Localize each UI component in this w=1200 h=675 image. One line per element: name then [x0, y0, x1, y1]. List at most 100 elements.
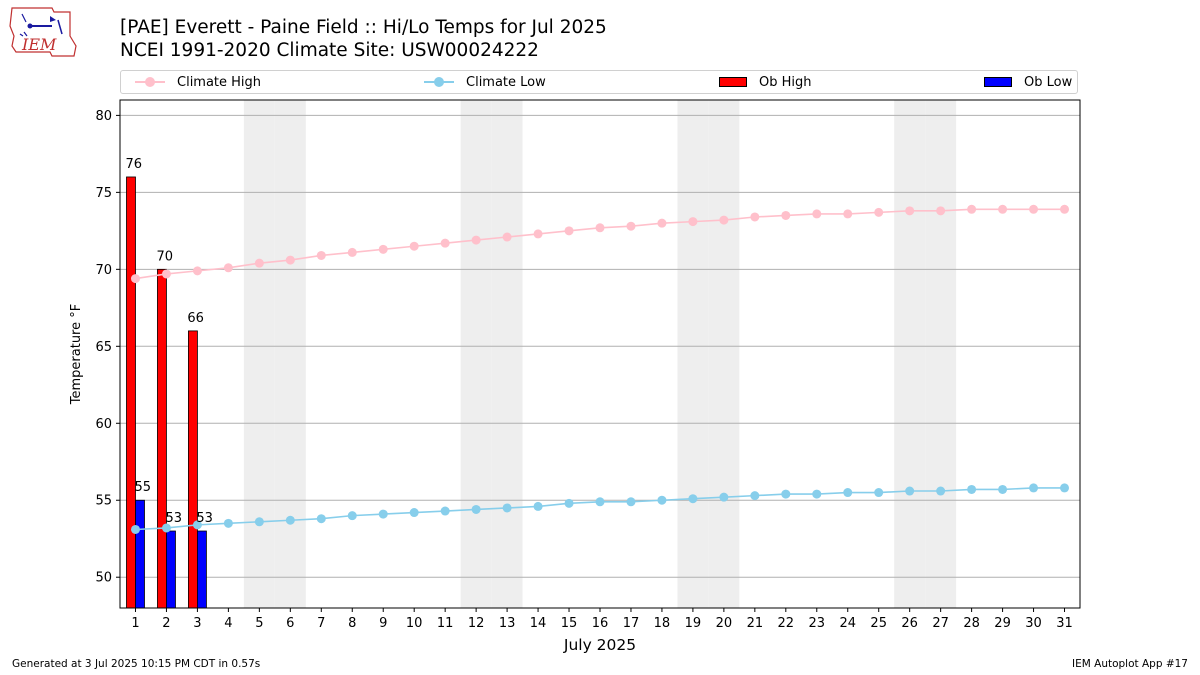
climate-high-point — [161, 269, 171, 279]
x-tick-label: 4 — [224, 616, 232, 631]
climate-high-point — [936, 206, 946, 216]
climate-high-point — [905, 206, 915, 216]
x-tick-label: 11 — [437, 616, 454, 631]
ob-low-bar — [135, 499, 145, 609]
climate-low-point — [812, 489, 822, 499]
weekend-band — [677, 100, 709, 608]
climate-high-point — [595, 223, 605, 233]
x-tick-label: 9 — [379, 616, 387, 631]
x-tick-label: 3 — [193, 616, 201, 631]
climate-low-point — [378, 509, 388, 519]
x-tick-label: 27 — [932, 616, 949, 631]
footer-generated-text: Generated at 3 Jul 2025 10:15 PM CDT in … — [12, 658, 261, 670]
weekend-band — [274, 100, 306, 608]
legend-item-ob-low: Ob Low — [984, 71, 1072, 93]
climate-low-point — [533, 501, 543, 511]
climate-low-point — [192, 520, 202, 530]
x-tick-label: 19 — [685, 616, 702, 631]
x-tick-label: 2 — [162, 616, 170, 631]
y-tick-label: 80 — [95, 109, 112, 124]
y-tick-label: 60 — [95, 417, 112, 432]
climate-high-point — [223, 263, 233, 273]
weekend-band — [894, 100, 926, 608]
x-tick-label: 12 — [468, 616, 485, 631]
climate-low-point — [254, 517, 264, 527]
weekend-band — [243, 100, 275, 608]
ob-low-value-label: 55 — [134, 480, 151, 495]
x-tick-label: 28 — [963, 616, 980, 631]
ob-low-bar — [197, 530, 207, 609]
ob-high-value-label: 70 — [156, 249, 173, 264]
x-tick-label: 6 — [286, 616, 294, 631]
climate-high-point — [750, 212, 760, 222]
legend-item-ob-high: Ob High — [719, 71, 812, 93]
climate-high-point — [471, 235, 481, 245]
climate-high-point — [192, 266, 202, 276]
x-tick-label: 5 — [255, 616, 263, 631]
weekend-band — [925, 100, 957, 608]
climate-high-point — [998, 204, 1008, 214]
climate-low-point — [936, 486, 946, 496]
climate-high-point — [843, 209, 853, 219]
climate-low-point — [595, 497, 605, 507]
climate-high-point — [812, 209, 822, 219]
weekend-band — [708, 100, 740, 608]
x-tick-label: 16 — [592, 616, 609, 631]
climate-low-point — [161, 523, 171, 533]
climate-high-point — [1060, 204, 1070, 214]
climate-low-point — [874, 488, 884, 498]
ob-high-bar — [126, 176, 136, 609]
climate-high-point — [874, 207, 884, 217]
x-tick-label: 22 — [778, 616, 795, 631]
climate-high-point — [409, 241, 419, 251]
x-tick-label: 18 — [654, 616, 671, 631]
climate-low-point — [719, 492, 729, 502]
climate-low-point — [1029, 483, 1039, 493]
climate-low-point — [440, 506, 450, 516]
x-tick-label: 14 — [530, 616, 547, 631]
y-axis-label: Temperature °F — [69, 304, 84, 405]
climate-high-point — [316, 250, 326, 260]
x-tick-label: 24 — [839, 616, 856, 631]
footer-app-text: IEM Autoplot App #17 — [1072, 658, 1188, 670]
legend-swatch-climate-low — [424, 76, 454, 88]
climate-low-point — [967, 484, 977, 494]
legend-item-climate-high: Climate High — [135, 71, 261, 93]
legend-swatch-ob-low — [984, 77, 1012, 87]
climate-low-point — [998, 484, 1008, 494]
ob-low-bar — [166, 530, 176, 609]
legend-swatch-ob-high — [719, 77, 747, 87]
climate-low-point — [626, 497, 636, 507]
climate-high-point — [564, 226, 574, 236]
climate-low-point — [781, 489, 791, 499]
climate-low-point — [130, 524, 140, 534]
climate-high-point — [378, 244, 388, 254]
chart-legend: Climate High Climate Low Ob High Ob Low — [120, 70, 1078, 94]
legend-swatch-climate-high — [135, 76, 165, 88]
climate-low-point — [223, 518, 233, 528]
legend-label-ob-high: Ob High — [759, 74, 812, 90]
climate-high-point — [130, 274, 140, 284]
chart-subtitle: NCEI 1991-2020 Climate Site: USW00024222 — [120, 40, 539, 61]
ob-high-bar — [157, 268, 167, 609]
climate-high-point — [285, 255, 295, 265]
ob-low-value-label: 53 — [165, 511, 182, 526]
climate-low-point — [657, 495, 667, 505]
y-tick-label: 75 — [95, 186, 112, 201]
x-tick-label: 31 — [1056, 616, 1073, 631]
legend-label-climate-high: Climate High — [177, 74, 262, 90]
x-tick-label: 23 — [809, 616, 826, 631]
legend-item-climate-low: Climate Low — [424, 71, 546, 93]
y-tick-label: 70 — [95, 263, 112, 278]
climate-low-point — [502, 503, 512, 513]
climate-low-point — [316, 514, 326, 524]
climate-low-point — [1060, 483, 1070, 493]
x-axis-label: July 2025 — [563, 636, 636, 654]
y-tick-label: 65 — [95, 340, 112, 355]
climate-high-point — [657, 218, 667, 228]
legend-label-climate-low: Climate Low — [466, 74, 546, 90]
x-tick-label: 17 — [623, 616, 640, 631]
x-tick-label: 1 — [131, 616, 139, 631]
x-tick-label: 20 — [716, 616, 733, 631]
